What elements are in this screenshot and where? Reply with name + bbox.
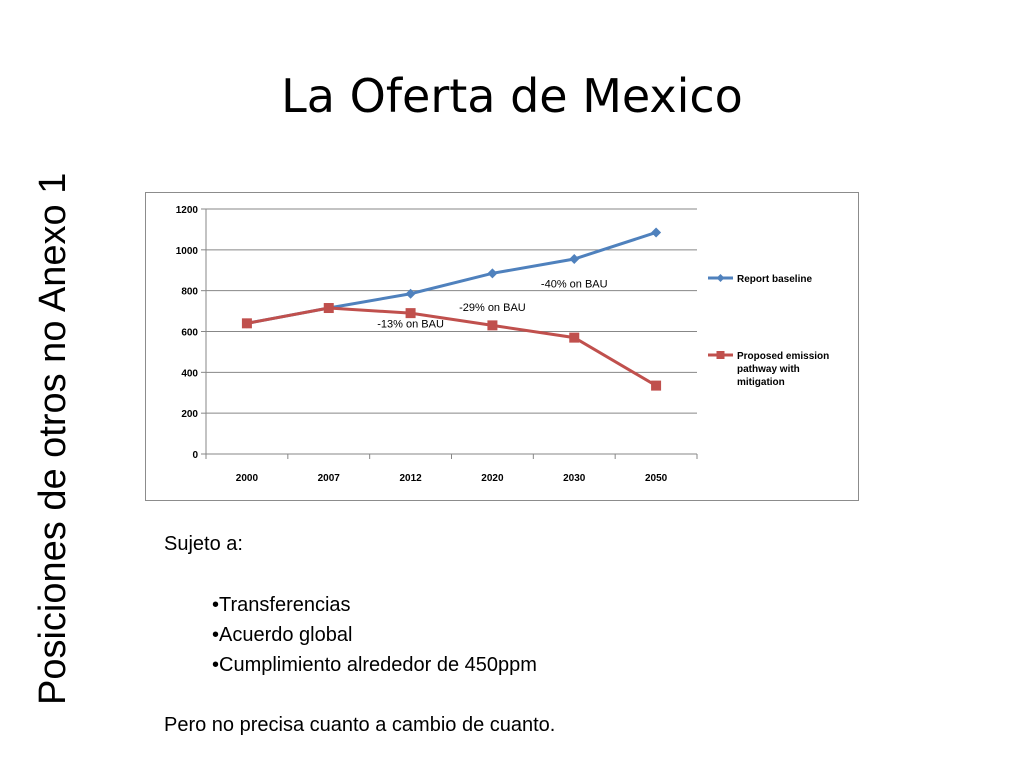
legend-marker xyxy=(716,274,725,282)
x-tick-label: 2020 xyxy=(481,473,504,484)
y-tick-label: 400 xyxy=(181,368,198,379)
data-point xyxy=(323,303,334,314)
chart-container: 0 200 400 600 800 1000 1200 2000 2007 2012 2020 203… xyxy=(145,192,859,501)
data-point xyxy=(405,308,416,319)
data-point xyxy=(405,288,416,299)
conditions-list: •Transferencias •Acuerdo global •Cumplim… xyxy=(212,590,537,680)
x-tick-label: 2050 xyxy=(645,473,668,484)
y-tick-label: 200 xyxy=(181,409,198,420)
x-tick-label: 2000 xyxy=(236,473,259,484)
annotation-label: -13% on BAU xyxy=(377,318,444,330)
data-point xyxy=(651,227,662,238)
series-line xyxy=(246,306,657,387)
bullet-item: •Transferencias xyxy=(212,594,351,616)
x-tick-label: 2030 xyxy=(563,473,586,484)
data-point xyxy=(569,332,580,343)
annotation-label: -29% on BAU xyxy=(459,302,526,314)
data-point xyxy=(651,380,662,391)
x-tick-label: 2007 xyxy=(318,473,341,484)
legend-label: Proposed emission pathway with mitigation xyxy=(737,351,829,388)
footer-text: Pero no precisa cuanto a cambio de cuant… xyxy=(164,714,556,736)
bullet-item: •Acuerdo global xyxy=(212,624,353,646)
side-title: Posiciones de otros no Anexo 1 xyxy=(32,172,74,705)
y-tick-label: 1000 xyxy=(176,246,199,257)
data-point xyxy=(487,268,498,279)
legend-label: Report baseline xyxy=(737,274,812,285)
line-chart: 0 200 400 600 800 1000 1200 2000 2007 2012 2020 203… xyxy=(176,205,830,484)
y-tick-label: 1200 xyxy=(176,205,199,216)
slide-title: La Oferta de Mexico xyxy=(281,69,743,123)
sujeto-label: Sujeto a: xyxy=(164,533,243,555)
y-tick-label: 0 xyxy=(192,450,198,461)
bullet-item: •Cumplimiento alrededor de 450ppm xyxy=(212,654,537,676)
legend-marker xyxy=(716,351,725,359)
y-tick-label: 600 xyxy=(181,328,198,339)
y-tick-label: 800 xyxy=(181,287,198,298)
data-point xyxy=(241,318,252,329)
x-tick-label: 2012 xyxy=(399,473,422,484)
data-point xyxy=(569,254,580,265)
data-point xyxy=(487,320,498,331)
annotation-label: -40% on BAU xyxy=(541,279,608,291)
